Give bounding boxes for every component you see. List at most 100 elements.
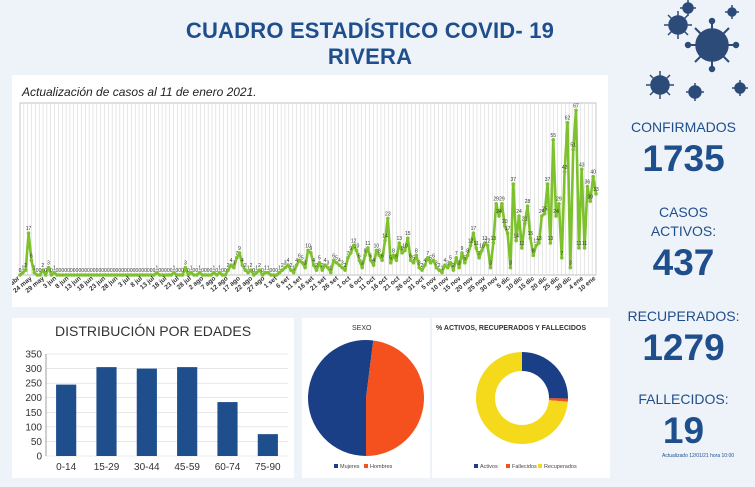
data-label: 0: [221, 268, 224, 274]
data-label: 55: [550, 133, 556, 139]
data-label: 0: [44, 268, 47, 274]
data-label: 0: [127, 268, 130, 274]
data-point: [78, 273, 82, 277]
data-label: 5: [389, 256, 392, 262]
data-point: [443, 263, 447, 267]
data-point: [135, 273, 139, 277]
data-label: 29: [556, 197, 562, 203]
legend-label: Fallecidos: [512, 464, 537, 470]
data-label: 8: [466, 248, 469, 254]
data-label: 6: [432, 253, 435, 259]
data-label: 11: [474, 241, 479, 247]
legend-swatch: [474, 464, 478, 468]
data-point: [388, 260, 393, 265]
data-point: [571, 147, 575, 152]
data-point: [92, 273, 96, 277]
data-point: [95, 273, 99, 277]
data-point: [118, 273, 122, 277]
data-label: 0: [207, 268, 210, 274]
data-point: [69, 273, 74, 277]
data-label: 24: [539, 209, 545, 215]
data-point: [49, 273, 54, 277]
data-label: 1: [267, 266, 270, 272]
data-label: 2: [321, 263, 324, 269]
data-point: [280, 268, 285, 272]
data-point: [297, 258, 302, 263]
sex-pie-chart: Mujeres Hombres: [308, 340, 425, 470]
data-point: [460, 251, 464, 255]
data-point: [271, 273, 276, 277]
data-point: [126, 273, 131, 277]
data-point: [35, 273, 39, 277]
data-point: [534, 243, 538, 248]
data-point: [517, 214, 521, 218]
data-label: 12: [533, 239, 539, 245]
data-point: [240, 263, 245, 267]
data-point: [146, 273, 151, 277]
data-point: [291, 270, 296, 275]
data-point: [80, 273, 85, 277]
data-label: 10: [374, 243, 380, 249]
data-point: [542, 211, 547, 216]
data-point: [386, 216, 390, 221]
data-label: 3: [418, 261, 421, 267]
data-label: 1: [218, 266, 221, 272]
data-point: [329, 270, 333, 275]
data-point: [52, 270, 57, 275]
y-tick-label: 250: [25, 379, 42, 390]
deaths-value: 19: [662, 410, 705, 451]
data-label: 5: [412, 256, 415, 262]
data-point: [266, 270, 270, 275]
data-point: [254, 270, 259, 275]
data-point: [100, 273, 105, 277]
data-point: [588, 199, 593, 204]
data-label: 8: [415, 248, 418, 254]
data-point: [175, 273, 179, 277]
data-point: [326, 265, 330, 270]
data-point: [155, 270, 159, 275]
data-label: 0: [193, 268, 196, 274]
data-point: [406, 236, 410, 240]
data-point: [337, 263, 342, 267]
data-point: [480, 248, 484, 253]
data-label: 20: [502, 219, 508, 225]
data-point: [505, 231, 510, 236]
data-label: 9: [238, 246, 241, 252]
data-label: 11: [576, 241, 581, 247]
data-label: 2: [24, 263, 27, 269]
data-label: 9: [309, 246, 312, 252]
data-point: [60, 273, 65, 277]
data-point: [511, 182, 516, 186]
data-label: 0: [19, 268, 22, 274]
data-point: [394, 258, 399, 263]
data-point: [152, 273, 156, 277]
data-label: 8: [364, 248, 367, 254]
bar-chart-title: DISTRIBUCIÓN POR EDADES: [55, 323, 252, 339]
data-point: [200, 273, 205, 277]
data-point: [437, 268, 441, 272]
data-point: [340, 265, 345, 270]
data-point: [582, 246, 587, 250]
data-label: 1: [278, 266, 281, 272]
data-point: [137, 273, 142, 277]
y-tick-label: 150: [25, 408, 42, 419]
data-label: 29: [493, 197, 499, 203]
data-point: [531, 253, 536, 258]
status-donut-title: % ACTIVOS, RECUPERADOS Y FALLECIDOS: [436, 325, 587, 332]
data-label: 0: [141, 268, 144, 274]
legend-label: Recuperados: [544, 464, 577, 470]
data-point: [189, 270, 193, 275]
data-label: 3: [435, 261, 438, 267]
data-label: 4: [372, 258, 375, 264]
data-point: [294, 263, 299, 267]
data-point: [537, 241, 541, 245]
data-point: [397, 241, 402, 245]
data-point: [194, 273, 199, 277]
data-label: 4: [312, 258, 315, 264]
data-label: 0: [136, 268, 139, 274]
data-point: [420, 268, 424, 272]
data-label: 13: [491, 236, 497, 242]
data-label: 3: [184, 261, 187, 267]
data-label: 24: [553, 209, 559, 215]
data-point: [260, 273, 265, 277]
